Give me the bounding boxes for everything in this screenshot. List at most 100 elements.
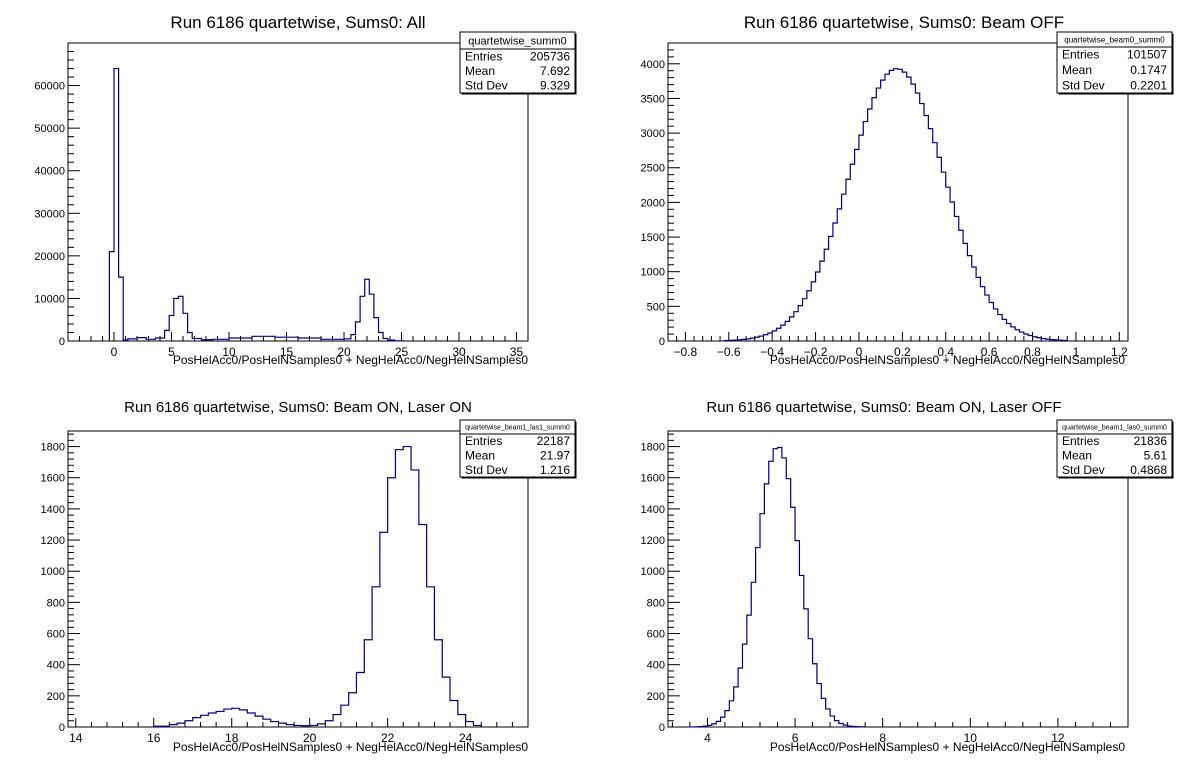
- x-axis-label: PosHelAcc0/PosHelNSamples0 + NegHelAcc0/…: [770, 353, 1125, 367]
- stats-row-label: Entries: [1062, 48, 1099, 62]
- y-tick-label: 0: [659, 336, 665, 348]
- y-tick-label: 0: [59, 336, 65, 348]
- stats-box-name: quartetwise_beam0_summ0: [1064, 35, 1165, 44]
- stats-row-value: 0.2201: [1130, 78, 1167, 92]
- x-axis-label: PosHelAcc0/PosHelNSamples0 + NegHelAcc0/…: [173, 740, 528, 754]
- y-tick-label: 20000: [34, 251, 65, 263]
- y-tick-label: 400: [47, 660, 65, 672]
- y-tick-label: 1600: [41, 473, 65, 485]
- stats-box-frame: [1056, 419, 1173, 478]
- y-tick-label: 1400: [641, 504, 665, 516]
- stats-row-value: 5.61: [1144, 449, 1168, 463]
- histogram-panel-2: Run 6186 quartetwise, Sums0: Beam OFF −0.…: [641, 13, 1174, 367]
- stats-row-label: Entries: [465, 49, 502, 63]
- stats-box-name: quartetwise_beam1_las1_summ0: [465, 425, 570, 432]
- y-tick-label: 10000: [34, 293, 65, 305]
- stats-row-label: Mean: [1062, 449, 1092, 463]
- x-tick-label: −0.6: [717, 345, 741, 359]
- y-tick-label: 1500: [641, 232, 665, 244]
- x-tick-label: 10: [222, 345, 236, 359]
- y-tick-label: 600: [47, 629, 65, 641]
- y-tick-label: 60000: [34, 81, 65, 93]
- plot-frame: [667, 430, 1129, 728]
- stats-row-value: 0.4868: [1130, 463, 1167, 477]
- stats-box: quartetwise_beam1_las0_summ0 Entries 21836…: [1056, 419, 1174, 479]
- y-tick-label: 50000: [34, 123, 65, 135]
- stats-row-label: Std Dev: [465, 463, 508, 477]
- stats-row-label: Mean: [1062, 63, 1092, 77]
- x-tick-label: 14: [69, 731, 83, 745]
- x-tick-label: 0.4: [937, 345, 954, 359]
- y-tick-label: 40000: [34, 166, 65, 178]
- stats-row-value: 9.329: [540, 79, 570, 93]
- x-tick-label: 0.2: [894, 345, 911, 359]
- y-tick-label: 1800: [641, 442, 665, 454]
- stats-row-value: 101507: [1127, 48, 1167, 62]
- stats-row-label: Std Dev: [465, 79, 508, 93]
- y-tick-label: 600: [647, 629, 665, 641]
- x-axis-label: PosHelAcc0/PosHelNSamples0 + NegHelAcc0/…: [770, 740, 1125, 754]
- stats-row-label: Mean: [465, 64, 495, 78]
- x-tick-label: 0: [111, 345, 118, 359]
- x-tick-label: 24: [459, 731, 473, 745]
- stats-row-value: 1.216: [540, 463, 570, 477]
- x-tick-label: 20: [303, 731, 317, 745]
- stats-row-label: Std Dev: [1062, 463, 1105, 477]
- y-tick-label: 200: [647, 691, 665, 703]
- stats-box: quartetwise_beam1_las1_summ0 Entries 22187…: [459, 419, 577, 479]
- y-tick-label: 4000: [641, 59, 665, 71]
- x-tick-label: 1.2: [1111, 345, 1128, 359]
- x-tick-label: −0.2: [804, 345, 828, 359]
- plot-frame: [667, 42, 1129, 342]
- plot-frame: [67, 430, 529, 728]
- histogram-panel-4: Run 6186 quartetwise, Sums0: Beam ON, La…: [641, 399, 1174, 754]
- y-tick-label: 30000: [34, 208, 65, 220]
- histogram-line: [153, 445, 482, 727]
- histogram-line: [723, 68, 1068, 342]
- x-tick-label: 25: [395, 345, 409, 359]
- histogram-panel-1: Run 6186 quartetwise, Sums0: All 0 5 10 15 20…: [34, 13, 577, 367]
- stats-box-frame: [459, 419, 576, 478]
- stats-box-frame: [459, 31, 576, 94]
- x-tick-label: 18: [225, 731, 239, 745]
- y-tick-label: 2000: [641, 197, 665, 209]
- x-tick-label: −0.4: [760, 345, 784, 359]
- x-tick-label: 1: [1073, 345, 1080, 359]
- x-tick-label: 4: [704, 731, 711, 745]
- stats-row-label: Mean: [465, 449, 495, 463]
- x-tick-label: 0.8: [1024, 345, 1041, 359]
- x-tick-label: 8: [879, 731, 886, 745]
- x-tick-label: 35: [510, 345, 524, 359]
- x-tick-label: −0.8: [674, 345, 698, 359]
- y-tick-label: 3500: [641, 93, 665, 105]
- stats-row-value: 22187: [537, 434, 571, 448]
- stats-row-value: 21836: [1134, 434, 1168, 448]
- stats-box-frame: [1056, 31, 1173, 94]
- stats-box-name: quartetwise_summ0: [468, 35, 566, 47]
- stats-row-label: Entries: [1062, 434, 1099, 448]
- y-tick-label: 1200: [41, 535, 65, 547]
- histogram-panel-3: Run 6186 quartetwise, Sums0: Beam ON, La…: [41, 399, 577, 754]
- x-tick-label: 6: [792, 731, 799, 745]
- x-tick-label: 0: [856, 345, 863, 359]
- stats-box: quartetwise_summ0 Entries 205736 Mean 7.692 S…: [459, 31, 577, 95]
- x-tick-label: 16: [147, 731, 161, 745]
- y-tick-label: 0: [659, 722, 665, 734]
- x-tick-label: 0.6: [981, 345, 998, 359]
- y-tick-label: 3000: [641, 128, 665, 140]
- stats-row-value: 0.1747: [1130, 63, 1167, 77]
- stats-row-value: 205736: [530, 49, 570, 63]
- y-tick-label: 1600: [641, 473, 665, 485]
- chart-title: Run 6186 quartetwise, Sums0: Beam ON, La…: [124, 399, 472, 416]
- x-tick-label: 30: [452, 345, 466, 359]
- y-tick-label: 800: [47, 597, 65, 609]
- x-tick-label: 12: [1051, 731, 1065, 745]
- y-tick-label: 1000: [41, 566, 65, 578]
- stats-row-value: 7.692: [540, 64, 570, 78]
- stats-box: quartetwise_beam0_summ0 Entries 101507 Mean…: [1056, 31, 1174, 95]
- y-tick-label: 1200: [641, 535, 665, 547]
- plot-frame: [67, 42, 529, 342]
- y-tick-label: 0: [59, 722, 65, 734]
- chart-title: Run 6186 quartetwise, Sums0: All: [170, 13, 425, 32]
